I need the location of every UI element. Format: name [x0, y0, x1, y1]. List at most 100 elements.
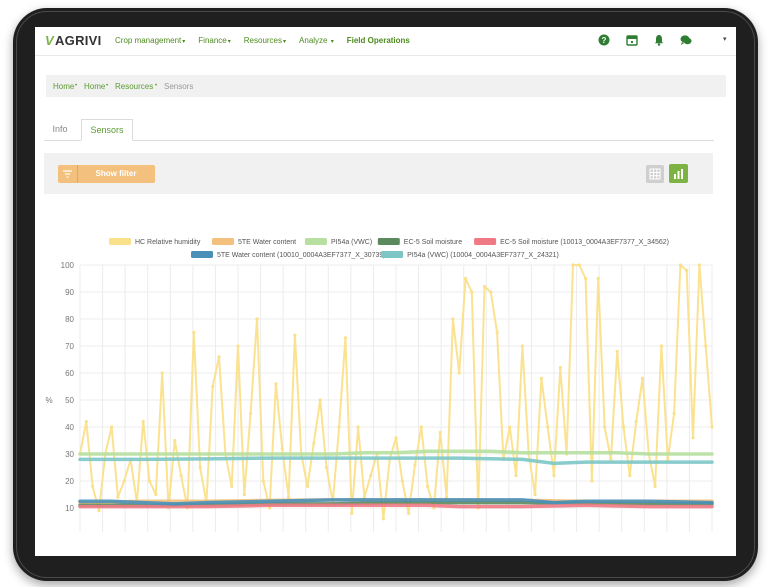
agrivi-logo[interactable]: VAGRIVI — [45, 33, 102, 48]
series-line — [78, 449, 714, 456]
tab-info[interactable]: Info — [52, 124, 68, 134]
data-point — [697, 263, 701, 267]
data-point — [495, 330, 499, 335]
tab-sensors[interactable]: Sensors — [81, 119, 133, 141]
data-point — [312, 441, 316, 445]
breadcrumb-resources[interactable]: Resources — [115, 82, 154, 91]
legend-label[interactable]: EC-5 Soil moisture — [404, 239, 462, 246]
data-point — [590, 479, 594, 483]
menu-analyze[interactable]: Analyze ▾ — [299, 36, 334, 45]
data-point — [211, 384, 215, 389]
y-axis-label: % — [45, 396, 52, 405]
breadcrumb-home-2[interactable]: Home — [84, 82, 106, 91]
y-tick-label: 30 — [65, 450, 74, 459]
menu-label: Finance — [198, 36, 227, 45]
chevron-down-icon: ▾ — [283, 39, 287, 45]
data-point — [666, 457, 670, 461]
legend-swatch[interactable] — [377, 238, 400, 245]
y-tick-label: 10 — [65, 504, 74, 513]
data-point — [602, 425, 607, 429]
data-point — [147, 479, 152, 483]
sensor-toolbar: Show filter — [44, 153, 713, 194]
legend-label[interactable]: EC-5 Soil moisture (10013_0004A3EF7377_X… — [500, 239, 669, 246]
legend-swatch[interactable] — [304, 238, 327, 245]
data-point — [356, 425, 360, 429]
top-navigation-bar: VAGRIVI Crop management▾ Finance▾ Resour… — [35, 27, 736, 56]
menu-field-operations[interactable]: Field Operations — [347, 36, 410, 45]
data-point — [438, 430, 442, 434]
data-point — [489, 290, 493, 294]
show-filter-button[interactable]: Show filter — [58, 165, 155, 183]
data-point — [293, 333, 297, 337]
legend-swatch[interactable] — [191, 251, 213, 258]
data-point — [426, 484, 430, 488]
tablet-frame-edge — [16, 11, 755, 578]
legend-label[interactable]: 5TE Water content (10010_0004A3EF7377_X_… — [217, 252, 386, 259]
data-point — [154, 492, 158, 497]
data-point — [691, 436, 695, 440]
chart-view-icon[interactable] — [669, 164, 688, 183]
data-point — [160, 371, 164, 375]
legend-label[interactable]: PI54a (VWC) — [331, 239, 372, 246]
data-point — [350, 511, 354, 515]
chevron-down-icon: ▾ — [227, 39, 231, 45]
data-point — [217, 355, 221, 359]
menu-finance[interactable]: Finance▾ — [198, 36, 230, 45]
data-point — [685, 268, 689, 272]
data-point — [198, 465, 202, 470]
menu-label: Crop management — [115, 36, 182, 45]
legend-label[interactable]: PI54a (VWC) (10004_0004A3EF7377_X_24321) — [407, 252, 559, 259]
data-point — [457, 371, 461, 375]
data-point — [558, 366, 562, 370]
data-point — [508, 425, 512, 429]
calendar-icon[interactable] — [626, 34, 638, 46]
legend-swatch[interactable] — [109, 238, 131, 245]
breadcrumb-home[interactable]: Home — [53, 82, 75, 91]
data-point — [305, 484, 310, 488]
legend-label[interactable]: 5TE Water content — [238, 239, 296, 246]
menu-label: Resources — [243, 36, 283, 45]
menu-label: Field Operations — [346, 36, 410, 45]
data-point — [571, 263, 575, 267]
menu-resources[interactable]: Resources▾ — [244, 36, 286, 45]
data-point — [539, 376, 543, 380]
data-point — [584, 276, 588, 281]
data-point — [268, 506, 272, 510]
data-point — [280, 447, 284, 451]
tab-bar: Info Sensors — [44, 119, 714, 141]
menu-label: Analyze — [299, 36, 328, 45]
table-view-icon[interactable] — [646, 165, 664, 183]
data-point — [400, 479, 404, 483]
chat-icon[interactable] — [680, 34, 692, 46]
data-point — [609, 457, 613, 461]
y-tick-label: 60 — [65, 369, 74, 378]
legend-swatch[interactable] — [474, 238, 497, 245]
data-point — [324, 465, 329, 470]
legend-swatch[interactable] — [381, 251, 404, 258]
help-icon[interactable]: ? — [598, 34, 610, 46]
data-point — [407, 511, 411, 515]
y-tick-label: 100 — [61, 261, 75, 270]
data-point — [286, 495, 291, 499]
data-point — [381, 517, 385, 521]
data-point — [236, 344, 240, 348]
notification-bell-icon[interactable] — [653, 34, 665, 46]
breadcrumb-separator: • — [75, 83, 78, 89]
menu-crop-management[interactable]: Crop management▾ — [115, 36, 185, 45]
logo-text: AGRIVI — [54, 33, 102, 48]
data-point — [463, 276, 468, 281]
data-point — [596, 276, 600, 281]
data-point — [84, 420, 88, 424]
breadcrumb-current: Sensors — [164, 82, 194, 91]
data-point — [255, 317, 259, 321]
legend-label[interactable]: HC Relative humidity — [135, 239, 201, 246]
legend-swatch[interactable] — [212, 238, 234, 245]
data-point — [634, 420, 638, 424]
chevron-down-icon: ▾ — [330, 39, 334, 45]
data-point — [261, 479, 265, 483]
user-menu-caret-icon[interactable]: ▾ — [723, 36, 727, 43]
data-point — [451, 317, 455, 321]
breadcrumb: Home • Home • Resources • Sensors — [46, 75, 726, 97]
data-point — [413, 463, 417, 467]
data-point — [97, 509, 101, 513]
